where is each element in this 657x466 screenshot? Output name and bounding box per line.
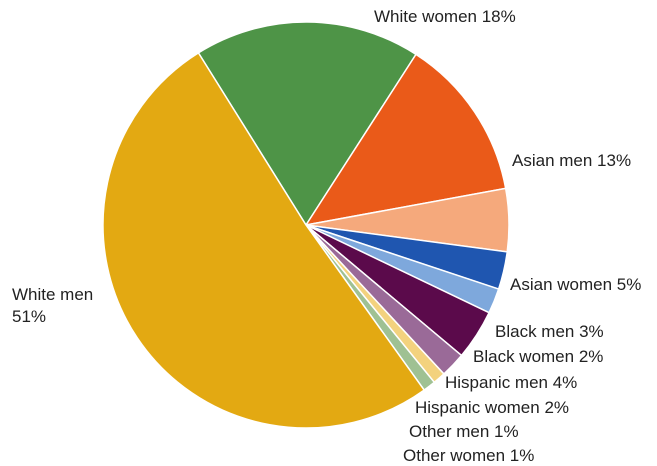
label-other-men: Other men 1%	[409, 422, 519, 441]
label-asian-women: Asian women 5%	[510, 275, 641, 294]
slice-asian-men	[304, 53, 507, 227]
pie-slices	[102, 21, 510, 429]
label-black-men: Black men 3%	[495, 322, 604, 341]
label-asian-men: Asian men 13%	[512, 151, 631, 170]
label-hispanic-men: Hispanic men 4%	[445, 373, 577, 392]
label-white-men: White men 51%	[12, 285, 93, 326]
pie-labels: White women 18% Asian men 13% Asian women …	[12, 7, 641, 465]
label-white-women: White women 18%	[374, 7, 516, 26]
label-black-women: Black women 2%	[473, 347, 603, 366]
slice-white-men	[102, 51, 426, 429]
label-other-women: Other women 1%	[403, 446, 534, 465]
label-hispanic-women: Hispanic women 2%	[415, 398, 569, 417]
slice-white-women	[197, 21, 418, 227]
